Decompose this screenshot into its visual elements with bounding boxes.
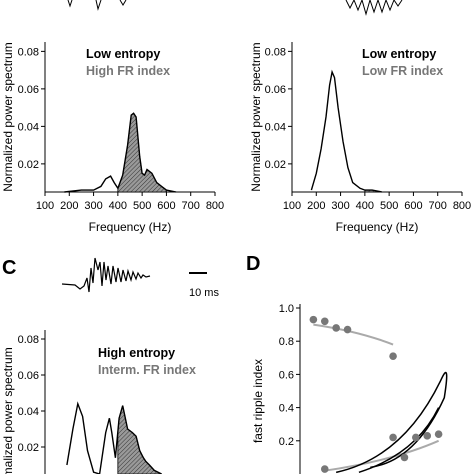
x-tick-label: 200	[307, 200, 325, 212]
y-tick-label: 0.02	[18, 159, 39, 171]
trajectory-line	[358, 407, 440, 474]
x-tick-label: 100	[36, 200, 54, 212]
x-tick-label: 800	[453, 200, 471, 212]
scatter-point	[320, 465, 329, 473]
y-tick-label: 0.06	[18, 370, 39, 382]
panel-label-c: C	[2, 257, 16, 279]
scatter-point	[434, 430, 443, 438]
spectrum-panel-c: 0.08 0.06 0.04 0.02 High entropy Interm. FR i…	[1, 330, 196, 474]
y-tick-label: 0.04	[18, 121, 39, 133]
y-axis-label: Normalized power spectrum	[1, 347, 15, 474]
x-tick-label: 600	[157, 200, 175, 212]
high-frequency-band-fill	[117, 112, 167, 193]
power-spectrum-line	[310, 69, 383, 193]
scatter-point	[423, 432, 432, 440]
y-tick-label: 0.6	[279, 369, 294, 381]
y-tick-label: 0.04	[18, 406, 39, 418]
power-spectrum-line	[64, 112, 177, 193]
x-tick-label: 500	[133, 200, 151, 212]
x-tick-label: 700	[429, 200, 447, 212]
legend-entropy: Low entropy	[362, 47, 436, 61]
y-tick-label: 0.02	[18, 442, 39, 454]
legend-entropy: Low entropy	[86, 47, 160, 61]
x-tick-label: 800	[206, 200, 224, 212]
y-tick-label: 0.08	[18, 334, 39, 346]
y-axis-label: Normalized power spectrum	[1, 42, 15, 191]
scatter-panel-d: D 1.0 0.8 0.6 0.4 0.2 fast ripple index	[246, 253, 448, 474]
scatter-point	[320, 317, 329, 326]
legend-entropy: High entropy	[98, 346, 175, 360]
y-tick-label: 0.8	[279, 336, 294, 348]
x-tick-label: 100	[283, 200, 301, 212]
legend-fr-index: High FR index	[86, 64, 170, 78]
x-tick-label: 600	[404, 200, 422, 212]
x-tick-label: 400	[356, 200, 374, 212]
y-tick-label: 0.4	[279, 403, 294, 415]
trajectory-loop	[335, 371, 448, 474]
x-tick-label: 400	[109, 200, 127, 212]
y-tick-label: 0.08	[265, 46, 286, 58]
scatter-point	[412, 433, 420, 442]
y-tick-label: 0.02	[265, 159, 286, 171]
y-tick-label: 0.06	[18, 84, 39, 96]
spectrum-panel-b: 0.08 0.06 0.04 0.02 100 200 300 400 500 600 700 800…	[249, 42, 471, 234]
x-tick-label: 300	[331, 200, 349, 212]
eeg-trace-c	[61, 257, 151, 293]
y-tick-label: 1.0	[279, 303, 294, 315]
y-axis-label: Normalized power spectrum	[249, 42, 263, 191]
x-axis-label: Frequency (Hz)	[336, 220, 419, 234]
scatter-point	[400, 453, 409, 462]
trace-fragment-a	[67, 0, 127, 11]
y-tick-label: 0.2	[279, 436, 294, 448]
x-tick-label: 500	[380, 200, 398, 212]
y-axis-label: fast ripple index	[251, 359, 265, 443]
scatter-point	[332, 324, 340, 332]
x-tick-label: 300	[84, 200, 102, 212]
legend-fr-index: Interm. FR index	[98, 363, 196, 377]
scatter-point	[389, 433, 397, 442]
scale-bar-label: 10 ms	[189, 287, 219, 299]
y-tick-label: 0.06	[265, 84, 286, 96]
x-tick-label: 200	[60, 200, 78, 212]
panel-label-d: D	[246, 253, 260, 275]
x-tick-label: 700	[182, 200, 200, 212]
y-tick-label: 0.04	[265, 121, 286, 133]
spectrum-panel-a: 0.08 0.06 0.04 0.02 100 200 300 400 500 600 700 800…	[1, 42, 224, 234]
power-spectrum-line	[66, 401, 162, 474]
trace-fragment-b	[345, 0, 403, 16]
scatter-point	[309, 315, 318, 324]
x-axis-label: Frequency (Hz)	[89, 220, 172, 234]
fit-line-lower	[324, 439, 440, 472]
fit-line-upper	[313, 323, 394, 346]
legend-fr-index: Low FR index	[362, 64, 443, 78]
scatter-point	[389, 352, 397, 360]
scatter-point	[343, 325, 352, 334]
y-tick-label: 0.08	[18, 46, 39, 58]
